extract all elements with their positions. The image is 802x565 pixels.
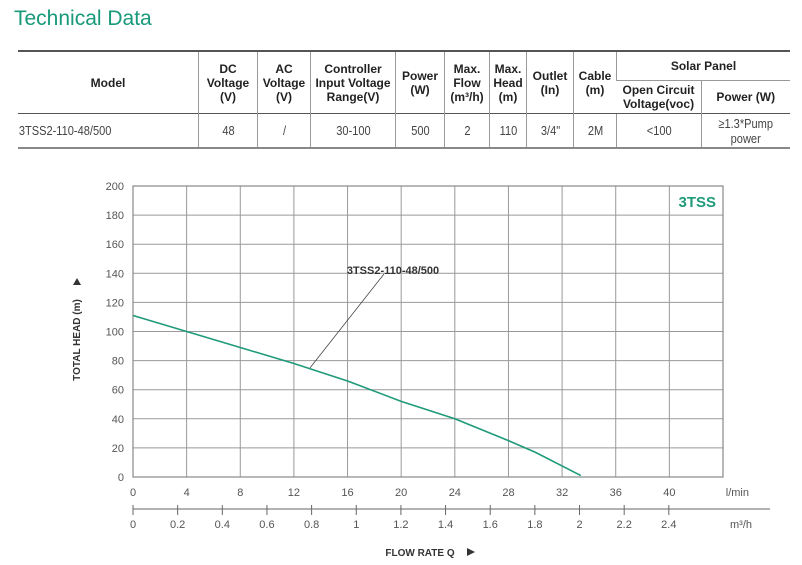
x-tick-label: 16 xyxy=(341,487,353,499)
x2-tick-label: 0.6 xyxy=(259,519,274,531)
cell: 110 xyxy=(491,113,524,149)
x2-tick-label: 2.4 xyxy=(661,519,676,531)
col-controller: Controller Input Voltage Range(V) xyxy=(310,50,396,114)
y-tick-label: 200 xyxy=(106,181,124,193)
col-cable: Cable (m) xyxy=(573,50,617,114)
y-tick-label: 180 xyxy=(106,210,124,222)
arrow-up-icon xyxy=(73,278,81,285)
x-tick-label: 0 xyxy=(130,487,136,499)
col-solar-power: Power (W) xyxy=(700,80,790,114)
x-tick-label: 24 xyxy=(449,487,461,499)
x2-unit-label: m³/h xyxy=(730,519,752,531)
x2-tick-label: 1.6 xyxy=(483,519,498,531)
col-head: Max. Head (m) xyxy=(489,50,527,114)
cell: 48 xyxy=(202,113,254,149)
table-row: 3TSS2-110-48/500 48 / 30-100 500 2 110 3… xyxy=(18,113,790,149)
x-tick-label: 20 xyxy=(395,487,407,499)
spec-table: Model DC Voltage (V) AC Voltage (V) Cont… xyxy=(18,50,790,149)
x-tick-label: 4 xyxy=(184,487,190,499)
page-title: Technical Data xyxy=(14,7,152,30)
y-tick-label: 20 xyxy=(112,443,124,455)
series-leader-line xyxy=(309,273,385,369)
col-dc-voltage: DC Voltage (V) xyxy=(198,50,258,114)
x2-tick-label: 0.8 xyxy=(304,519,319,531)
x2-tick-label: 1 xyxy=(353,519,359,531)
x-tick-label: 32 xyxy=(556,487,568,499)
cell: 3/4" xyxy=(529,113,570,149)
cell: ≥1.3*Pump power xyxy=(707,113,784,149)
x2-tick-label: 1.2 xyxy=(393,519,408,531)
x-tick-label: 40 xyxy=(663,487,675,499)
col-ac-voltage: AC Voltage (V) xyxy=(257,50,311,114)
y-tick-label: 80 xyxy=(112,356,124,368)
col-power: Power (W) xyxy=(395,50,445,114)
x-axis-title: FLOW RATE Q xyxy=(385,548,454,559)
y-tick-label: 160 xyxy=(106,239,124,251)
col-outlet: Outlet (In) xyxy=(526,50,574,114)
y-tick-label: 0 xyxy=(118,472,124,484)
x-unit-label: l/min xyxy=(726,487,749,499)
cell: / xyxy=(261,113,307,149)
y-axis-title: TOTAL HEAD (m) xyxy=(72,299,83,381)
x-tick-label: 12 xyxy=(288,487,300,499)
cell: 30-100 xyxy=(316,113,390,149)
series-label: 3TSS2-110-48/500 xyxy=(347,265,439,277)
x2-tick-label: 1.4 xyxy=(438,519,453,531)
y-tick-label: 60 xyxy=(112,385,124,397)
x2-tick-label: 2.2 xyxy=(617,519,632,531)
x2-tick-label: 0 xyxy=(130,519,136,531)
x2-tick-label: 0.2 xyxy=(170,519,185,531)
cell-model: 3TSS2-110-48/500 xyxy=(18,113,172,149)
cell: 2M xyxy=(576,113,614,149)
y-tick-label: 120 xyxy=(106,297,124,309)
x2-tick-label: 1.8 xyxy=(527,519,542,531)
col-model: Model xyxy=(18,50,199,114)
cell: <100 xyxy=(622,113,695,149)
series-badge: 3TSS xyxy=(678,194,716,211)
arrow-right-icon xyxy=(467,548,475,556)
y-tick-label: 40 xyxy=(112,414,124,426)
cell: 500 xyxy=(398,113,441,149)
col-flow: Max. Flow (m³/h) xyxy=(444,50,490,114)
col-solar-panel: Solar Panel xyxy=(616,50,790,81)
y-tick-label: 100 xyxy=(106,327,124,339)
x2-tick-label: 2 xyxy=(576,519,582,531)
x-tick-label: 8 xyxy=(237,487,243,499)
cell: 2 xyxy=(447,113,487,149)
plot-frame xyxy=(132,185,724,478)
x-tick-label: 36 xyxy=(610,487,622,499)
y-tick-label: 140 xyxy=(106,268,124,280)
x-tick-label: 28 xyxy=(502,487,514,499)
x2-tick-label: 0.4 xyxy=(215,519,230,531)
col-ocv: Open Circuit Voltage(voc) xyxy=(616,80,701,114)
series-line xyxy=(132,314,582,477)
